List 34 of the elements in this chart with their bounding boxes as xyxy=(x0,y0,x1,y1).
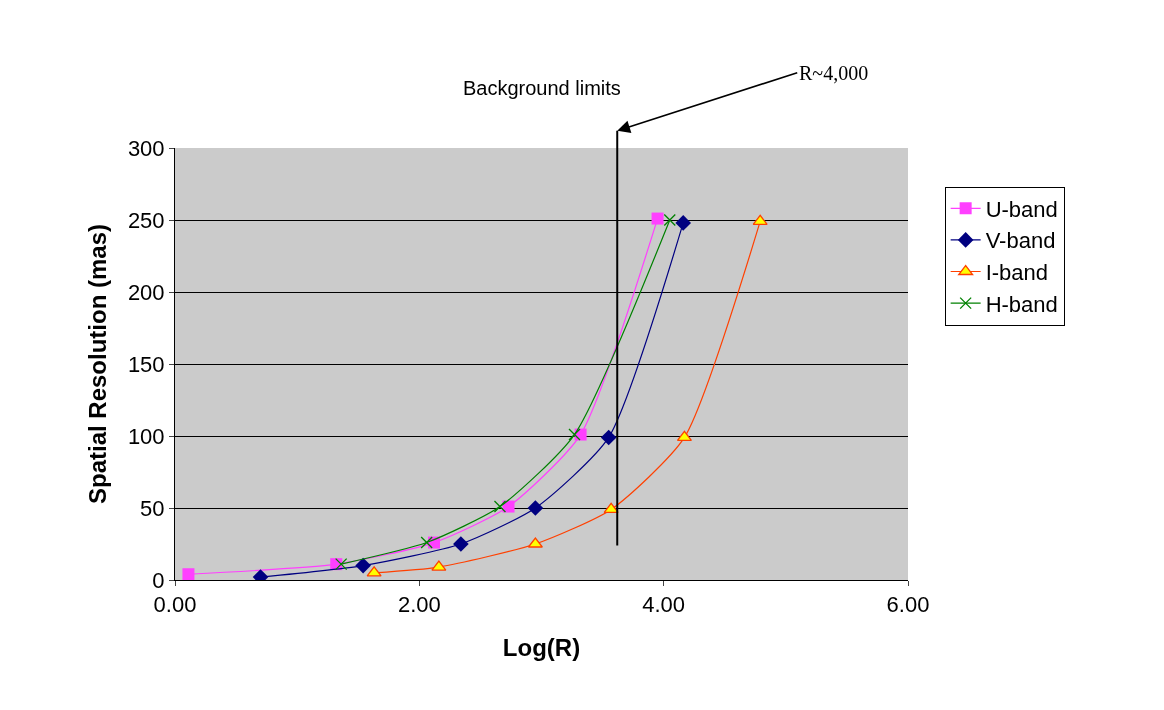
ref-line-label: Background limits xyxy=(463,77,621,99)
point xyxy=(493,500,507,513)
x-tick-label: 6.00 xyxy=(886,592,930,618)
point xyxy=(182,568,195,580)
legend-label: H-band xyxy=(985,291,1058,317)
y-tick-label: 250 xyxy=(127,207,165,233)
point xyxy=(420,536,433,549)
y-tick-label: 100 xyxy=(127,423,165,449)
point xyxy=(663,213,676,227)
y-axis-title: Spatial Resolution (mas) xyxy=(83,223,111,505)
point xyxy=(600,429,617,446)
point xyxy=(568,428,581,441)
point xyxy=(527,500,544,516)
x-tick-label: 2.00 xyxy=(397,592,441,618)
point xyxy=(335,558,348,571)
point xyxy=(675,215,692,231)
y-tick-label: 50 xyxy=(140,495,165,521)
y-tick-label: 150 xyxy=(127,351,165,377)
legend-label: I-band xyxy=(985,260,1049,286)
point xyxy=(355,557,371,574)
y-tick-label: 200 xyxy=(127,279,165,305)
y-tick-label: 0 xyxy=(152,567,165,593)
text: R~4,000 xyxy=(799,62,869,84)
legend-label: U-band xyxy=(985,196,1058,222)
x-axis-title: Log(R) xyxy=(502,633,581,661)
point xyxy=(651,212,664,225)
point xyxy=(603,502,619,514)
y-tick-label: 300 xyxy=(127,135,165,161)
point xyxy=(453,536,469,552)
point xyxy=(752,214,768,226)
x-tick-label: 4.00 xyxy=(642,592,686,618)
x-tick-label: 0.00 xyxy=(153,592,197,618)
point xyxy=(676,430,693,442)
legend-label: V-band xyxy=(985,228,1056,254)
